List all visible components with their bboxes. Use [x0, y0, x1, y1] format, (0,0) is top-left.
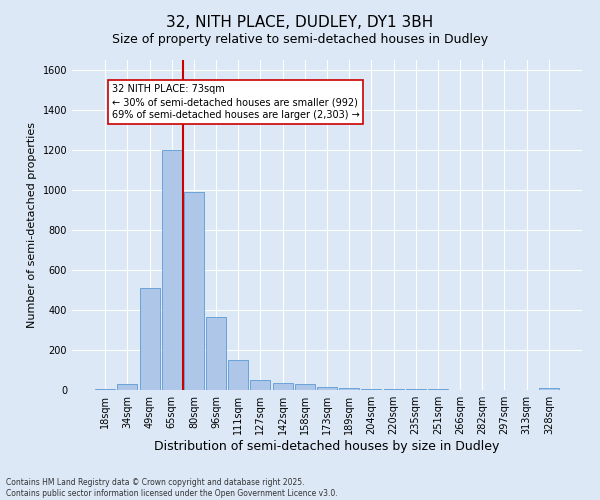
- Bar: [295, 384, 315, 390]
- Bar: [250, 380, 271, 390]
- Bar: [184, 192, 204, 390]
- Bar: [140, 288, 160, 390]
- Bar: [539, 388, 559, 390]
- Bar: [428, 389, 448, 390]
- Bar: [383, 389, 404, 390]
- Bar: [118, 384, 137, 390]
- Bar: [206, 317, 226, 390]
- Text: Size of property relative to semi-detached houses in Dudley: Size of property relative to semi-detach…: [112, 32, 488, 46]
- Bar: [339, 388, 359, 390]
- Y-axis label: Number of semi-detached properties: Number of semi-detached properties: [27, 122, 37, 328]
- Bar: [406, 389, 426, 390]
- Bar: [162, 150, 182, 390]
- Text: 32 NITH PLACE: 73sqm
← 30% of semi-detached houses are smaller (992)
69% of semi: 32 NITH PLACE: 73sqm ← 30% of semi-detac…: [112, 84, 359, 120]
- Text: Contains HM Land Registry data © Crown copyright and database right 2025.
Contai: Contains HM Land Registry data © Crown c…: [6, 478, 338, 498]
- Text: 32, NITH PLACE, DUDLEY, DY1 3BH: 32, NITH PLACE, DUDLEY, DY1 3BH: [166, 15, 434, 30]
- Bar: [361, 389, 382, 390]
- Bar: [228, 360, 248, 390]
- X-axis label: Distribution of semi-detached houses by size in Dudley: Distribution of semi-detached houses by …: [154, 440, 500, 453]
- Bar: [95, 389, 115, 390]
- Bar: [317, 387, 337, 390]
- Bar: [272, 383, 293, 390]
